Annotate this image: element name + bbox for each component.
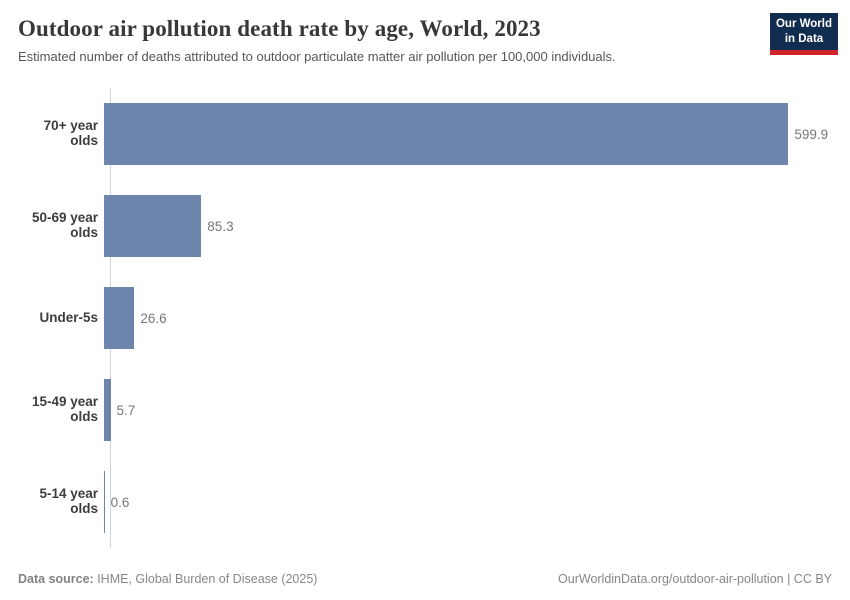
data-source: Data source: IHME, Global Burden of Dise… [18,572,317,586]
owid-logo-line1: Our World [775,18,832,30]
bar[interactable] [104,287,135,349]
owid-logo[interactable]: Our World in Data [770,13,838,55]
bar[interactable] [104,471,105,533]
bar-track: 0.6 [104,456,832,548]
bar-row: 50-69 year olds 85.3 [18,180,832,272]
bar-row: 15-49 year olds 5.7 [18,364,832,456]
bar[interactable] [104,379,111,441]
bar-track: 26.6 [104,272,832,364]
value-label: 599.9 [794,126,829,142]
bar-track: 599.9 [104,88,832,180]
bar-track: 85.3 [104,180,832,272]
value-label: 5.7 [116,402,136,418]
category-label: 15-49 year olds [31,394,98,424]
bar-chart: 70+ year olds 599.9 50-69 year olds 85.3 Und… [18,88,832,548]
data-source-label: Data source: [18,572,94,586]
category-label: 50-69 year olds [31,210,98,240]
value-label: 0.6 [110,494,130,510]
data-source-text: IHME, Global Burden of Disease (2025) [93,572,318,586]
chart-header: Outdoor air pollution death rate by age,… [0,0,850,64]
bar-row: Under-5s 26.6 [18,272,832,364]
bar[interactable] [104,103,789,165]
bar-row: 5-14 year olds 0.6 [18,456,832,548]
bar[interactable] [104,195,202,257]
category-label: 5-14 year olds [39,486,98,516]
page-title: Outdoor air pollution death rate by age,… [18,16,541,41]
category-label: Under-5s [39,309,98,325]
citation-link[interactable]: OurWorldinData.org/outdoor-air-pollution… [558,572,832,586]
chart-footer: Data source: IHME, Global Burden of Dise… [18,572,832,586]
owid-logo-line2: in Data [784,32,824,45]
value-label: 26.6 [140,310,167,326]
value-label: 85.3 [207,218,234,234]
category-label: 70+ year olds [43,118,98,148]
chart-subtitle: Estimated number of deaths attributed to… [18,49,616,64]
bar-row: 70+ year olds 599.9 [18,88,832,180]
bar-track: 5.7 [104,364,832,456]
